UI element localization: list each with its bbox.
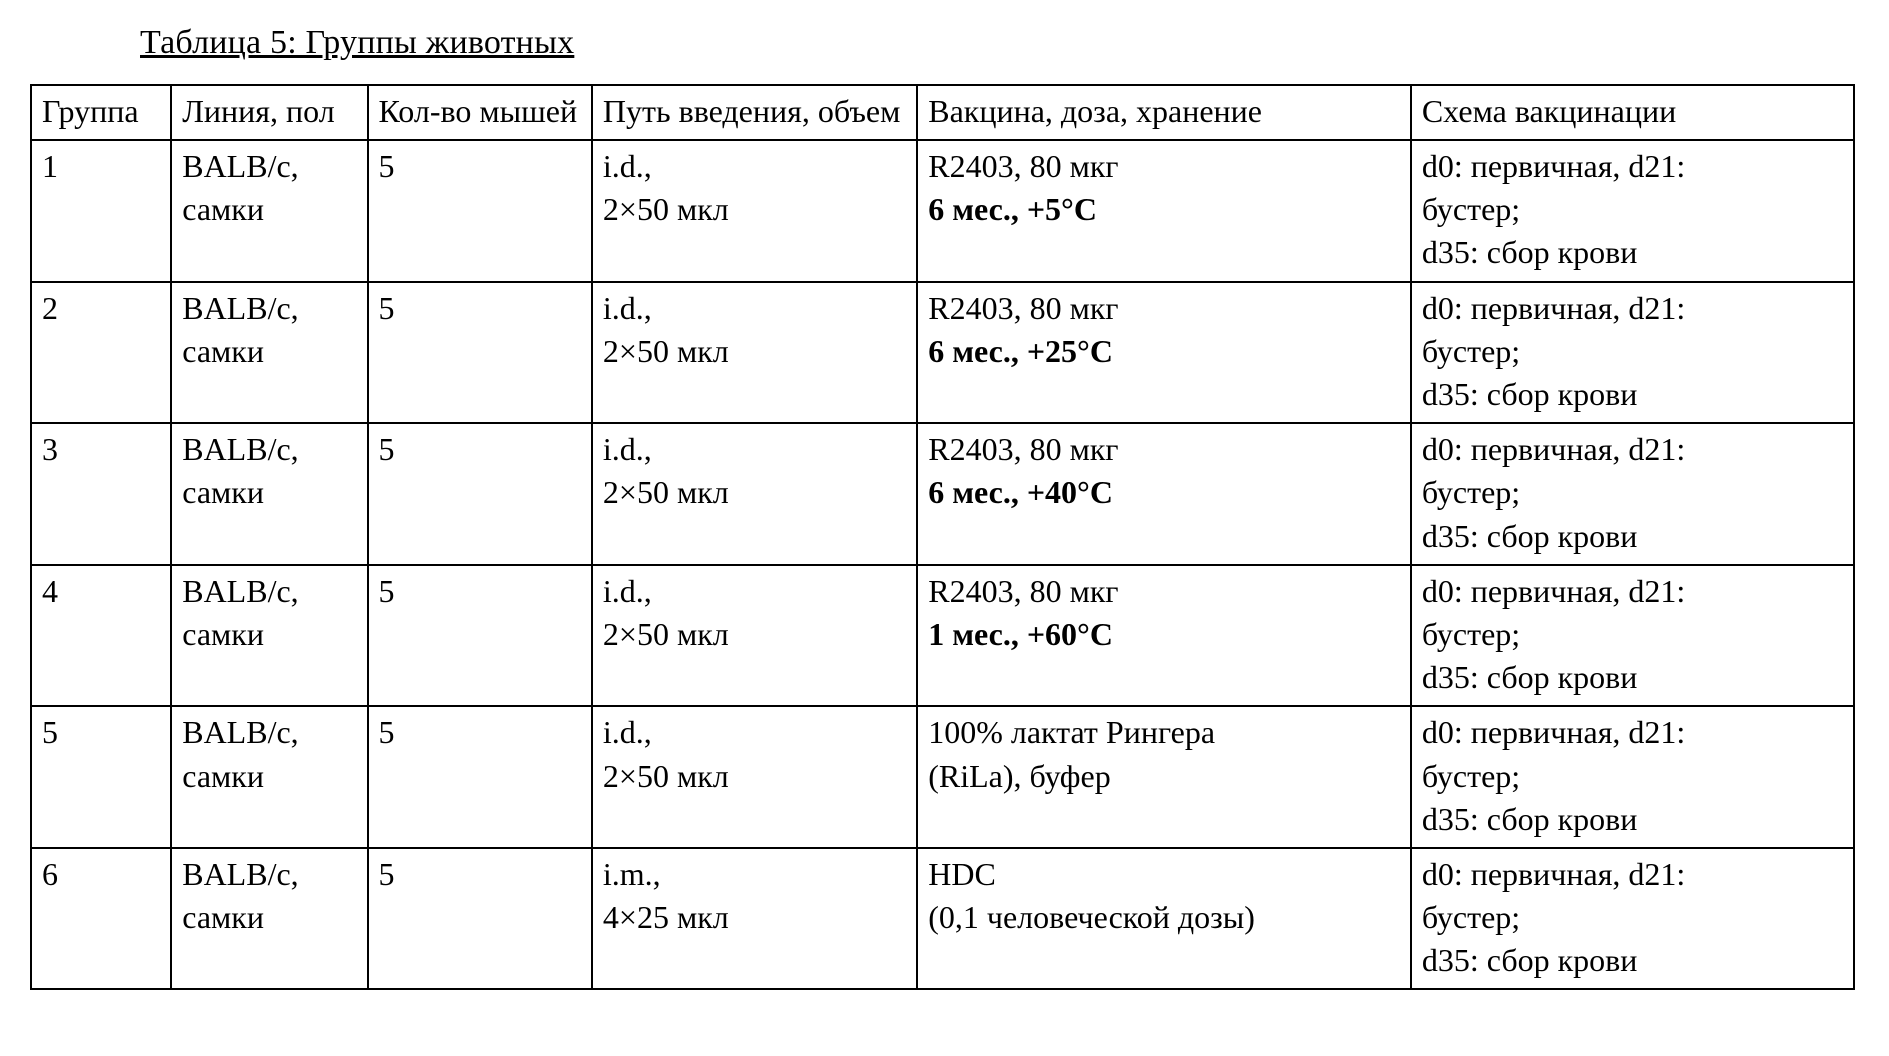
table-row: 3BALB/c,самки5i.d.,2×50 мклR2403, 80 мкг… [31,423,1854,565]
cell-route: i.m.,4×25 мкл [592,848,917,990]
cell-count: 5 [368,565,592,707]
table-row: 1BALB/c,самки5i.d.,2×50 мклR2403, 80 мкг… [31,140,1854,282]
table-body: 1BALB/c,самки5i.d.,2×50 мклR2403, 80 мкг… [31,140,1854,989]
cell-vaccine: R2403, 80 мкг1 мес., +60°C [917,565,1411,707]
cell-strain: BALB/c,самки [171,565,367,707]
cell-vaccine: HDC(0,1 человеческой дозы) [917,848,1411,990]
col-header-group: Группа [31,85,171,140]
cell-strain: BALB/c,самки [171,282,367,424]
cell-vaccine: R2403, 80 мкг6 мес., +5°C [917,140,1411,282]
cell-route: i.d.,2×50 мкл [592,140,917,282]
cell-count: 5 [368,848,592,990]
cell-route: i.d.,2×50 мкл [592,565,917,707]
cell-count: 5 [368,423,592,565]
cell-route: i.d.,2×50 мкл [592,282,917,424]
cell-scheme: d0: первичная, d21:бустер;d35: сбор кров… [1411,706,1854,848]
cell-strain: BALB/c,самки [171,423,367,565]
cell-group: 2 [31,282,171,424]
col-header-count: Кол-во мышей [368,85,592,140]
cell-group: 5 [31,706,171,848]
cell-strain: BALB/c,самки [171,140,367,282]
cell-count: 5 [368,706,592,848]
table-row: 5BALB/c,самки5i.d.,2×50 мкл100% лактат Р… [31,706,1854,848]
col-header-strain: Линия, пол [171,85,367,140]
cell-vaccine: R2403, 80 мкг6 мес., +40°C [917,423,1411,565]
animal-groups-table: Группа Линия, пол Кол-во мышей Путь введ… [30,84,1855,991]
cell-group: 6 [31,848,171,990]
page: Таблица 5: Группы животных Группа Линия,… [0,0,1889,1010]
cell-count: 5 [368,140,592,282]
table-row: 6BALB/c,самки5i.m.,4×25 мклHDC(0,1 челов… [31,848,1854,990]
cell-scheme: d0: первичная, d21:бустер;d35: сбор кров… [1411,848,1854,990]
col-header-scheme: Схема вакцинации [1411,85,1854,140]
table-header-row: Группа Линия, пол Кол-во мышей Путь введ… [31,85,1854,140]
cell-vaccine: R2403, 80 мкг6 мес., +25°C [917,282,1411,424]
cell-scheme: d0: первичная, d21:бустер;d35: сбор кров… [1411,140,1854,282]
table-title: Таблица 5: Группы животных [140,20,1859,66]
table-row: 2BALB/c,самки5i.d.,2×50 мклR2403, 80 мкг… [31,282,1854,424]
col-header-vaccine: Вакцина, доза, хранение [917,85,1411,140]
cell-count: 5 [368,282,592,424]
cell-scheme: d0: первичная, d21:бустер;d35: сбор кров… [1411,282,1854,424]
cell-group: 4 [31,565,171,707]
col-header-route: Путь введения, объем [592,85,917,140]
cell-vaccine: 100% лактат Рингера(RiLa), буфер [917,706,1411,848]
cell-group: 3 [31,423,171,565]
cell-route: i.d.,2×50 мкл [592,706,917,848]
cell-scheme: d0: первичная, d21:бустер;d35: сбор кров… [1411,565,1854,707]
cell-group: 1 [31,140,171,282]
cell-strain: BALB/c,самки [171,706,367,848]
table-row: 4BALB/c,самки5i.d.,2×50 мклR2403, 80 мкг… [31,565,1854,707]
cell-strain: BALB/c,самки [171,848,367,990]
cell-scheme: d0: первичная, d21:бустер;d35: сбор кров… [1411,423,1854,565]
cell-route: i.d.,2×50 мкл [592,423,917,565]
